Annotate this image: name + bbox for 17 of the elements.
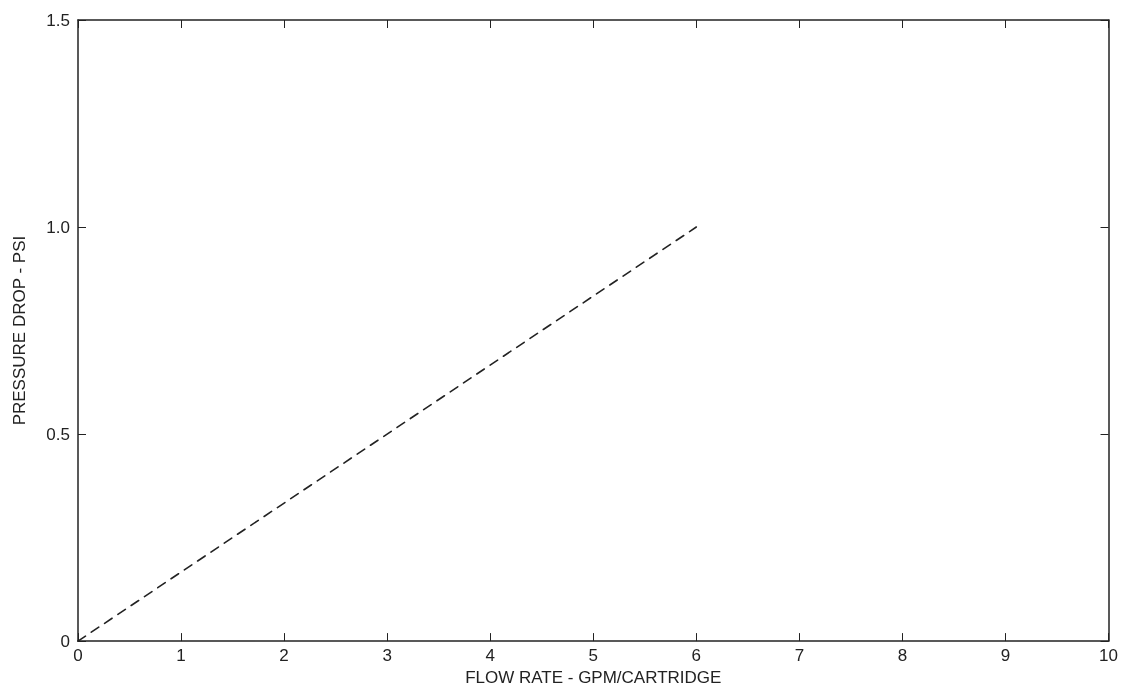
x-tick-label: 9	[1000, 646, 1011, 666]
y-tick-label: 0.5	[46, 424, 70, 444]
y-tick-label: 0	[60, 631, 70, 651]
y-axis-title: PRESSURE DROP - PSI	[10, 235, 29, 426]
x-tick-label: 2	[279, 646, 289, 666]
x-tick-label: 8	[897, 646, 908, 666]
x-tick-label: 4	[485, 646, 495, 666]
x-tick-label: 1	[176, 646, 186, 666]
x-tick-label: 0	[73, 646, 83, 666]
x-axis-title: FLOW RATE - GPM/CARTRIDGE	[465, 668, 722, 687]
x-tick-label: 3	[382, 646, 392, 666]
x-tick-label: 6	[691, 646, 702, 666]
x-tick-label: 5	[588, 646, 599, 666]
y-tick-label: 1.0	[46, 217, 70, 237]
y-tick-label: 1.5	[46, 10, 70, 30]
x-tick-label: 7	[794, 646, 805, 666]
x-tick-label: 10	[1099, 646, 1119, 666]
